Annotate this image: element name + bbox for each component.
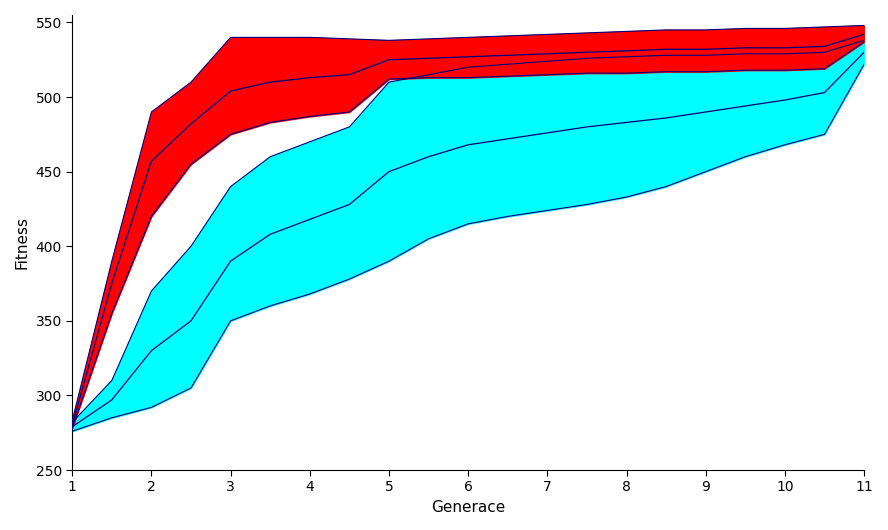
X-axis label: Generace: Generace — [431, 500, 505, 515]
Y-axis label: Fitness: Fitness — [15, 216, 30, 269]
